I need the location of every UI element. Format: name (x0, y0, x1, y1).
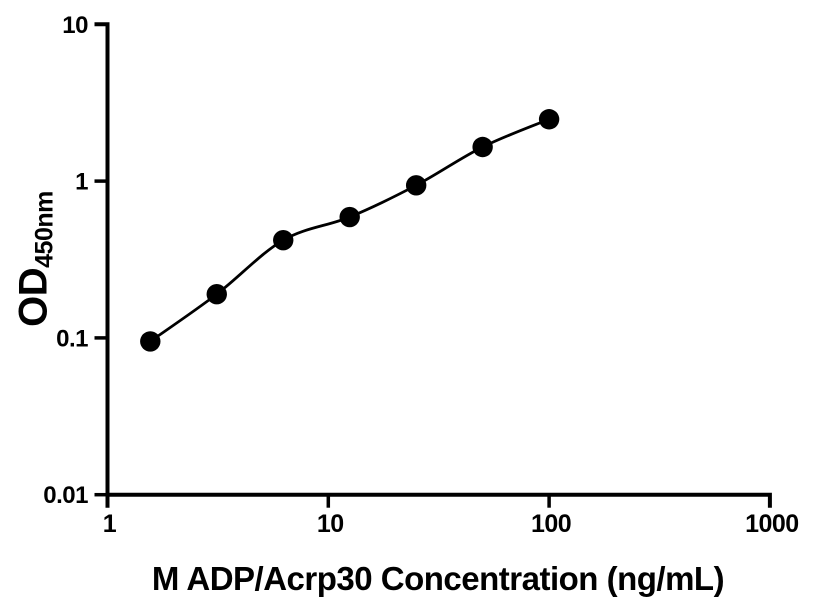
y-tick-label: 0.1 (56, 325, 88, 352)
data-point (405, 175, 427, 196)
y-tick-label: 1 (75, 169, 88, 196)
x-axis-line (105, 492, 772, 508)
data-point (472, 136, 493, 158)
y-axis-line (94, 22, 110, 508)
x-tick-label: 10 (317, 510, 344, 538)
axes (94, 22, 772, 508)
x-tick-label: 100 (531, 510, 571, 538)
y-axis-title-subscript: 450nm (30, 191, 59, 268)
axis-ticks (94, 179, 551, 508)
y-axis-title: OD450nm (11, 191, 59, 327)
y-axis-title-base: OD (11, 267, 56, 327)
data-point (339, 206, 360, 228)
data-point (140, 331, 161, 352)
data-point (273, 229, 294, 251)
y-tick-label: 10 (62, 12, 88, 39)
x-axis-title: M ADP/Acrp30 Concentration (ng/mL) (151, 560, 725, 597)
data-point (206, 283, 227, 305)
axis-tick-labels: 10 1 0.1 0.01 1 10 100 1000 (43, 12, 799, 538)
x-tick-label: 1 (103, 510, 117, 538)
data-points (140, 109, 560, 352)
y-tick-label: 0.01 (43, 482, 88, 509)
x-tick-label: 1000 (745, 510, 799, 538)
data-point (538, 109, 560, 130)
